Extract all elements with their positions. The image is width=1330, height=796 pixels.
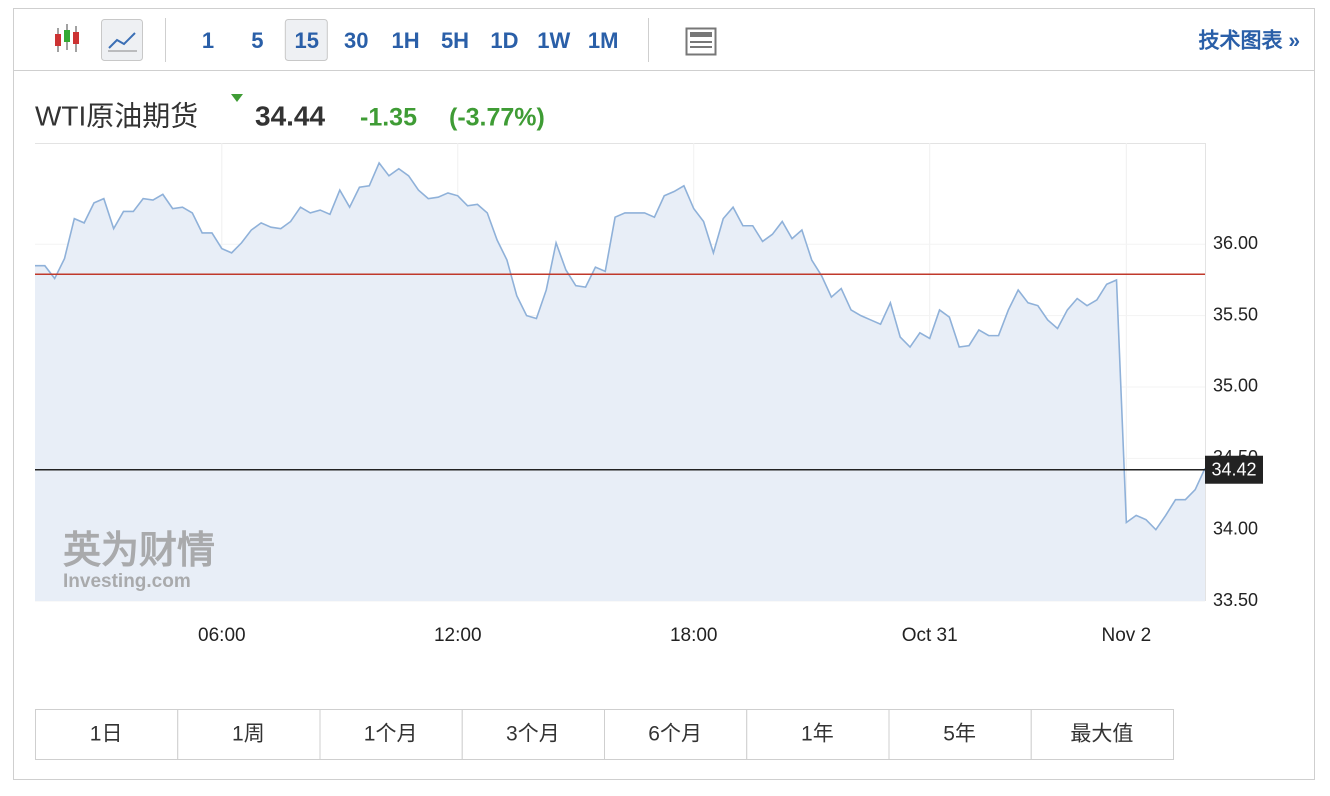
watermark-en: Investing.com [63, 571, 191, 592]
range-button[interactable] [1030, 709, 1174, 760]
watermark-cn: 英为财情 [63, 530, 215, 572]
down-arrow [231, 94, 243, 102]
range-button[interactable] [461, 709, 605, 760]
range-label: 最大值 [1070, 723, 1133, 746]
interval-button[interactable]: 15 [295, 28, 319, 53]
range-button[interactable] [746, 709, 890, 760]
interval-button[interactable]: 1 [202, 28, 214, 53]
y-tick-label: 36.00 [1213, 233, 1258, 253]
range-label: 5年 [943, 723, 976, 746]
area [35, 162, 1205, 601]
tech-chart-link[interactable]: 技术图表 » [1198, 30, 1300, 53]
range-label: 6个月 [648, 723, 702, 746]
price-line [35, 161, 1206, 531]
y-tick-label: 33.50 [1213, 590, 1258, 610]
interval-button[interactable]: 1M [588, 28, 619, 53]
icon-body [64, 30, 70, 42]
y-tick-label: 35.50 [1213, 304, 1258, 324]
price-tag-label: 34.42 [1211, 459, 1256, 479]
x-tick-label: 12:00 [434, 625, 482, 646]
range-label: 1周 [232, 723, 265, 746]
x-tick-label: Nov 2 [1102, 625, 1152, 646]
interval-selected [284, 19, 328, 61]
icon-line [108, 32, 136, 49]
candle-icon[interactable] [55, 24, 79, 52]
interval-button[interactable]: 1W [537, 28, 570, 53]
range-button[interactable] [35, 709, 179, 760]
icon-box [101, 19, 143, 61]
y-tick-label: 35.00 [1213, 376, 1258, 396]
interval-button[interactable]: 1H [392, 28, 420, 53]
price-tag [1205, 455, 1263, 484]
x-tick-label: Oct 31 [902, 625, 958, 646]
range-label: 1日 [90, 723, 123, 746]
range-label: 3个月 [506, 723, 560, 746]
interval-button[interactable]: 5H [441, 28, 469, 53]
icon-body [55, 34, 61, 46]
range-label: 1年 [801, 723, 834, 746]
instrument-name: WTI原油期货 [35, 100, 198, 131]
change: -1.35 [360, 104, 417, 132]
change-percent: (-3.77%) [449, 104, 545, 132]
interval-button[interactable]: 5 [251, 28, 263, 53]
interval-button[interactable]: 30 [344, 28, 368, 53]
news-icon[interactable] [685, 27, 717, 56]
y-tick-label: 34.00 [1213, 518, 1258, 538]
interval-button[interactable]: 1D [490, 28, 518, 53]
x-tick-label: 18:00 [670, 625, 718, 646]
range-button[interactable] [319, 709, 463, 760]
range-button[interactable] [604, 709, 748, 760]
range-button[interactable] [888, 709, 1032, 760]
line-icon[interactable] [101, 19, 143, 61]
icon-head [690, 32, 712, 37]
icon-body [73, 32, 79, 44]
price: 34.44 [255, 100, 325, 131]
range-label: 1个月 [364, 723, 418, 746]
x-tick-label: 06:00 [198, 625, 246, 646]
range-button[interactable] [177, 709, 321, 760]
